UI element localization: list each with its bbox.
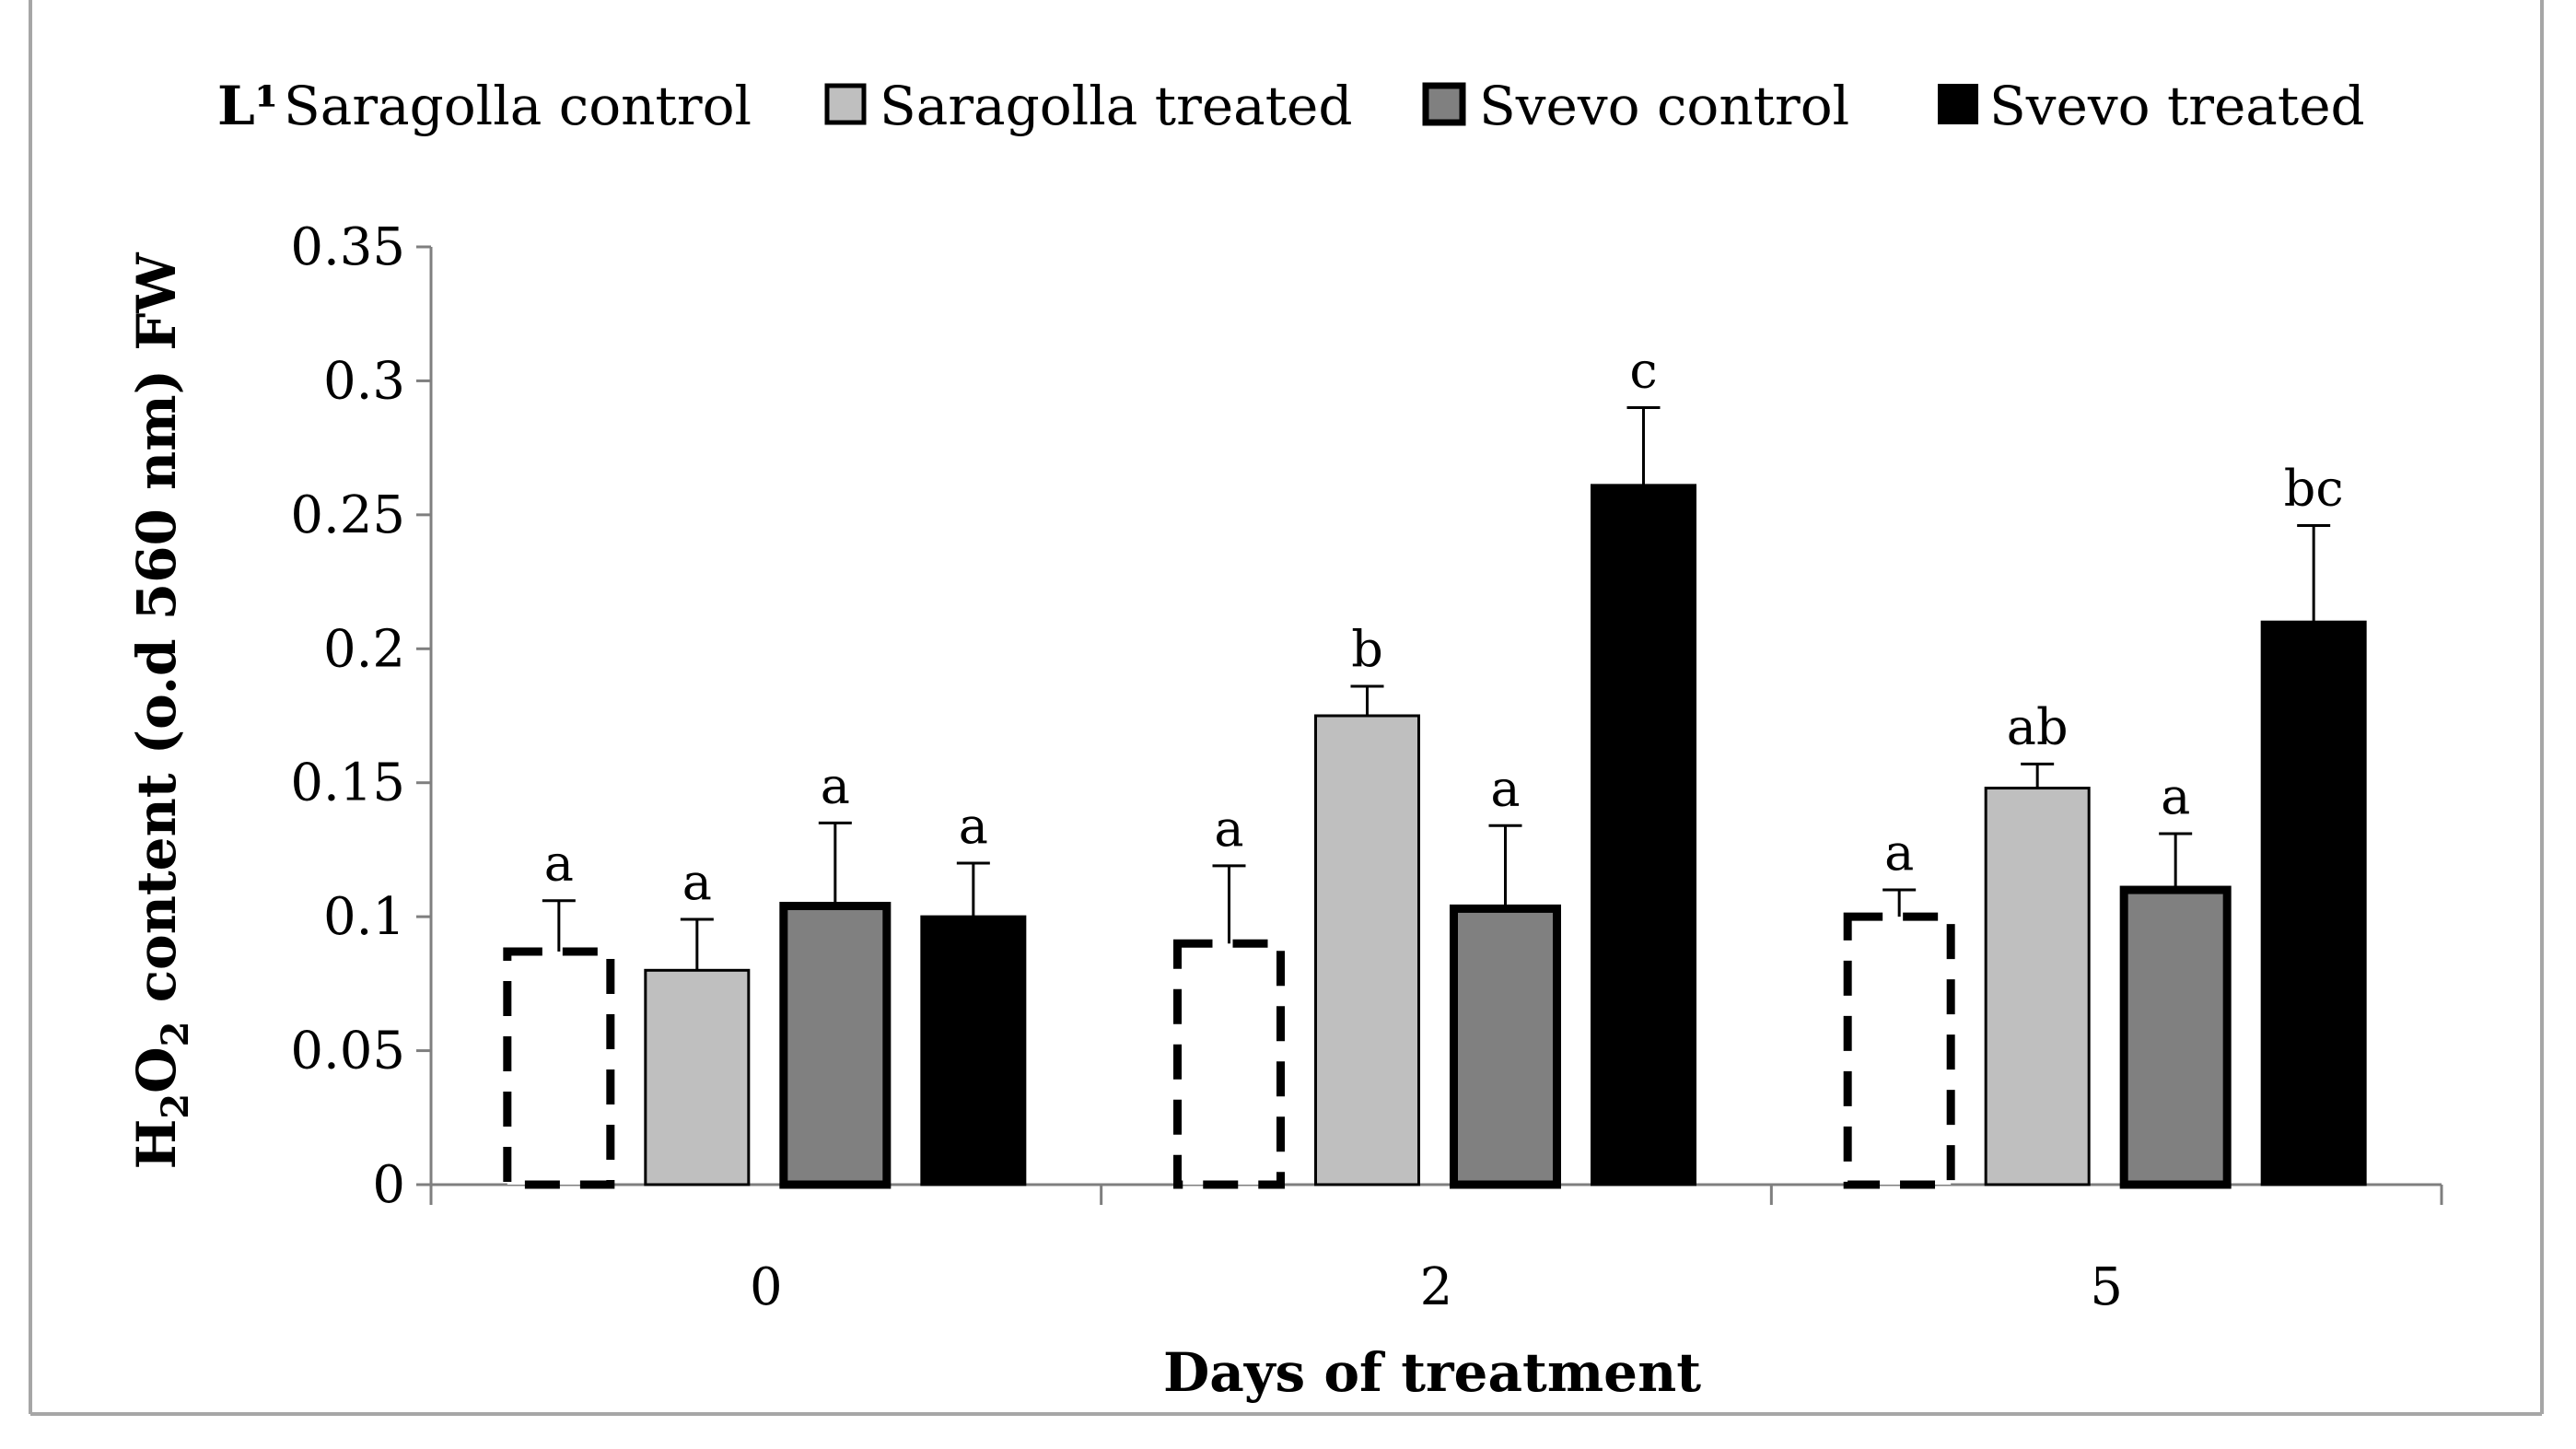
bar-saragolla-treated [644, 968, 751, 1186]
x-axis-title: Days of treatment [1163, 1341, 1701, 1404]
significance-letter: ab [2007, 697, 2069, 755]
y-axis-title-o: O [125, 1046, 188, 1093]
bar-saragolla-control [1843, 912, 1955, 1189]
significance-letter: a [1884, 824, 1914, 882]
significance-letter: a [2161, 767, 2190, 825]
bar-svevo-control [779, 902, 892, 1189]
legend-label-svevo-control: Svevo control [1479, 75, 1849, 137]
y-axis-title-sub1: 2 [154, 1093, 197, 1119]
svg-text:H2O2 content (o.d 560 nm) FW: H2O2 content (o.d 560 nm) FW [125, 252, 197, 1170]
significance-letter: a [959, 797, 988, 855]
plot-area: 00.050.10.150.20.250.30.350 2 5a aaa abacaab… [290, 217, 2443, 1317]
bar-saragolla-control [503, 947, 615, 1189]
y-tick-label: 0.05 [290, 1022, 405, 1081]
legend-label-saragolla-treated: Saragolla treated [880, 75, 1352, 137]
y-axis-title-rest: content (o.d 560 nm) FW [125, 252, 188, 1022]
significance-letter: bc [2284, 459, 2344, 517]
significance-letter: a [544, 835, 574, 893]
y-tick-label: 0.1 [323, 887, 405, 947]
bar-saragolla-treated [1984, 787, 2091, 1186]
y-tick-label: 0.15 [290, 754, 405, 813]
significance-letter: b [1351, 620, 1383, 678]
bar-svevo-control [1450, 904, 1561, 1189]
legend-swatch-svevo-treated [1938, 84, 1978, 124]
y-tick-label: 0.35 [290, 217, 405, 277]
y-tick-label: 0.25 [290, 485, 405, 545]
significance-letter: a [821, 756, 850, 814]
bar-svevo-treated [1591, 484, 1696, 1186]
legend-swatch-saragolla-treated [824, 83, 867, 125]
x-tick-label: 5 [2090, 1257, 2123, 1317]
legend: L¹ Saragolla control Saragolla treated S… [217, 75, 2365, 137]
bar-svevo-control [2119, 885, 2232, 1189]
y-tick-label: 0 [372, 1155, 405, 1215]
legend-swatch-svevo-control [1422, 82, 1466, 126]
x-tick-label: 0 [750, 1257, 783, 1317]
bar-saragolla-control [1173, 939, 1285, 1189]
bar-svevo-treated [2260, 620, 2367, 1186]
significance-letter: a [1214, 800, 1243, 858]
y-axis-title: H2O2 content (o.d 560 nm) FW [125, 252, 197, 1170]
y-axis-title-sub2: 2 [154, 1021, 197, 1046]
significance-letter: a [1490, 759, 1520, 817]
y-tick-label: 0.2 [323, 619, 405, 679]
y-axis-title-h: H [125, 1119, 188, 1170]
bar-svevo-treated [920, 915, 1027, 1186]
significance-letter: a [682, 853, 712, 911]
y-tick-label: 0.3 [323, 351, 405, 411]
legend-label-svevo-treated: Svevo treated [1989, 75, 2365, 137]
legend-marker-glyph: L¹ [217, 75, 278, 137]
x-tick-label: 2 [1420, 1257, 1453, 1317]
bar-saragolla-treated [1314, 714, 1420, 1186]
legend-label-saragolla-control: Saragolla control [284, 75, 752, 137]
significance-letter: c [1629, 342, 1657, 400]
